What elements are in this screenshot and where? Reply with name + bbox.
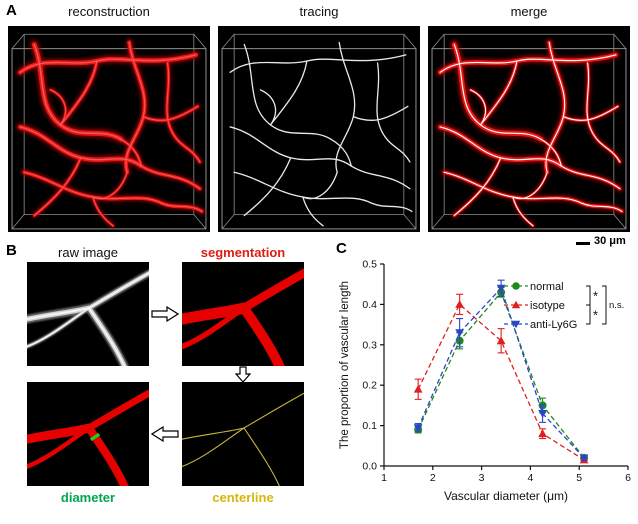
svg-text:normal: normal [530, 281, 564, 293]
svg-text:The proportion of vascular len: The proportion of vascular length [339, 281, 351, 449]
raw-image-title: raw image [58, 245, 118, 260]
title-reconstruction: reconstruction [68, 4, 150, 19]
svg-text:6: 6 [625, 472, 631, 484]
svg-text:0.3: 0.3 [362, 339, 377, 351]
tracing-image [218, 26, 420, 232]
svg-text:2: 2 [430, 472, 436, 484]
centerline-tile [182, 382, 304, 486]
svg-text:Vascular diameter (μm): Vascular diameter (μm) [444, 489, 568, 503]
panel-b-label: B [6, 242, 17, 259]
panel-a-label: A [6, 2, 17, 19]
centerline-caption: centerline [212, 490, 274, 505]
reconstruction-image [8, 26, 210, 232]
scale-bar-label: 30 μm [594, 235, 626, 247]
svg-text:5: 5 [576, 472, 582, 484]
svg-text:0.4: 0.4 [362, 299, 377, 311]
diameter-tile [27, 382, 149, 486]
arrow-left-icon [151, 426, 179, 442]
svg-text:0.2: 0.2 [362, 380, 377, 392]
svg-text:*: * [593, 308, 598, 323]
arrow-right-icon [151, 306, 179, 322]
title-tracing: tracing [299, 4, 339, 19]
arrow-down-icon [235, 366, 251, 383]
segmentation-tile [182, 262, 304, 366]
svg-text:3: 3 [479, 472, 485, 484]
svg-text:*: * [593, 289, 598, 304]
svg-text:n.s.: n.s. [609, 300, 624, 311]
svg-text:anti-Ly6G: anti-Ly6G [530, 319, 577, 331]
diameter-caption: diameter [60, 490, 116, 505]
segmentation-title: segmentation [200, 245, 286, 260]
title-merge: merge [510, 4, 548, 19]
svg-text:0.0: 0.0 [362, 461, 377, 473]
raw-image-tile [27, 262, 149, 366]
panel-c-label: C [336, 240, 347, 257]
scale-bar [576, 242, 590, 245]
merge-image [428, 26, 630, 232]
svg-text:isotype: isotype [530, 300, 565, 312]
svg-text:0.5: 0.5 [362, 259, 377, 271]
vascular-length-chart: 0.0 0.1 0.2 0.3 0.4 0.5 1 2 3 4 5 6 Vascular diamete… [339, 259, 631, 504]
svg-text:1: 1 [381, 472, 387, 484]
svg-text:4: 4 [527, 472, 533, 484]
svg-text:0.1: 0.1 [362, 420, 377, 432]
